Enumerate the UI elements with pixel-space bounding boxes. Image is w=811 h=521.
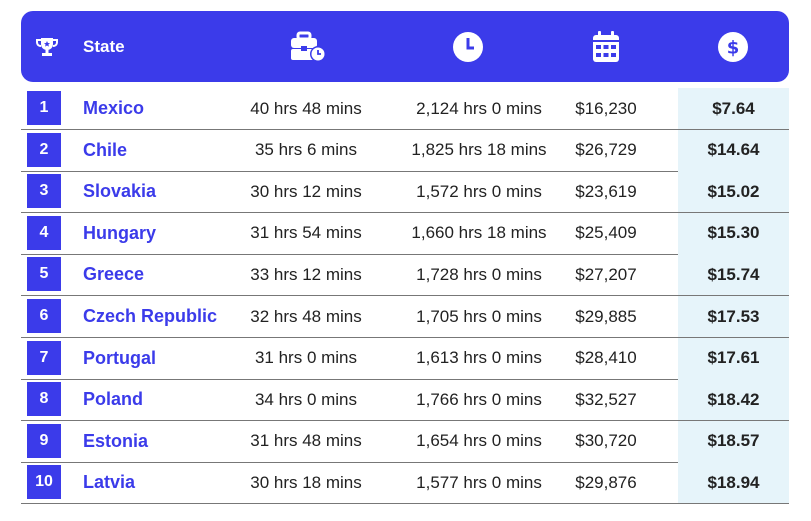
rank-badge: 4 [27, 215, 61, 250]
hourly-rate: $15.02 [707, 181, 760, 201]
annual-salary: $28,410 [575, 348, 637, 368]
weekly-hours: 30 hrs 18 mins [250, 472, 362, 492]
dollar-icon: $ [713, 11, 753, 82]
price-highlight [678, 212, 789, 254]
weekly-hours: 34 hrs 0 mins [254, 389, 358, 409]
hourly-rate: $17.61 [707, 348, 760, 368]
weekly-hours: 30 hrs 12 mins [250, 181, 362, 201]
table-row: 1 Mexico 40 hrs 48 mins 2,124 hrs 0 mins $16… [21, 88, 789, 130]
table-row: 3 Slovakia 30 hrs 12 mins 1,572 hrs 0 mins $… [21, 171, 789, 214]
rank-badge: 8 [27, 382, 61, 417]
briefcase-clock-icon [283, 11, 333, 82]
table-row: 2 Chile 35 hrs 6 mins 1,825 hrs 18 mins $26,… [21, 129, 789, 172]
annual-hours: 1,660 hrs 18 mins [411, 223, 547, 243]
rank-badge: 9 [27, 423, 61, 458]
price-highlight [678, 379, 789, 421]
price-highlight [678, 337, 789, 379]
country-name: Estonia [83, 430, 149, 451]
annual-hours: 1,728 hrs 0 mins [416, 264, 542, 284]
hourly-rate: $18.57 [707, 431, 760, 451]
price-highlight [678, 88, 789, 129]
hourly-rate: $15.74 [707, 264, 760, 284]
table-header: State [21, 11, 789, 82]
annual-hours: 1,577 hrs 0 mins [416, 472, 542, 492]
annual-salary: $23,619 [575, 181, 637, 201]
weekly-hours: 35 hrs 6 mins [254, 140, 358, 160]
country-name: Czech Republic [83, 306, 218, 326]
country-name: Slovakia [83, 181, 157, 202]
table-row: 6 Czech Republic 32 hrs 48 mins 1,705 hrs 0… [21, 296, 789, 338]
annual-salary: $26,729 [575, 140, 637, 160]
rank-badge: 5 [27, 257, 61, 292]
hourly-rate: $18.42 [707, 389, 760, 409]
hourly-rate: $17.53 [707, 306, 760, 326]
weekly-hours: 33 hrs 12 mins [250, 264, 362, 284]
rank-badge: 1 [27, 91, 61, 125]
weekly-hours: 40 hrs 48 mins [250, 98, 362, 118]
annual-salary: $32,527 [575, 389, 637, 409]
price-highlight [678, 296, 789, 337]
annual-salary: $25,409 [575, 223, 637, 243]
weekly-hours: 32 hrs 48 mins [250, 306, 362, 326]
calendar-icon [586, 11, 626, 82]
price-highlight [678, 420, 789, 462]
price-highlight [678, 129, 789, 171]
table-row: 4 Hungary 31 hrs 54 mins 1,660 hrs 18 mins $… [21, 212, 789, 255]
annual-hours: 1,705 hrs 0 mins [416, 306, 542, 326]
country-name: Mexico [83, 98, 145, 118]
table-row: 8 Poland 34 hrs 0 mins 1,766 hrs 0 mins $32,… [21, 379, 789, 422]
annual-salary: $27,207 [575, 264, 637, 284]
price-highlight [678, 171, 789, 213]
annual-hours: 1,613 hrs 0 mins [416, 348, 542, 368]
country-name: Latvia [83, 472, 136, 493]
country-name: Greece [83, 264, 145, 285]
state-column-header[interactable]: State [83, 36, 125, 56]
rank-badge: 2 [27, 132, 61, 167]
table-row: 5 Greece 33 hrs 12 mins 1,728 hrs 0 mins $27… [21, 254, 789, 297]
country-name: Chile [83, 139, 128, 160]
hourly-rate: $14.64 [707, 140, 760, 160]
hourly-rate: $18.94 [707, 472, 760, 492]
svg-text:$: $ [727, 37, 740, 58]
hourly-rate: $7.64 [712, 98, 755, 118]
rank-badge: 3 [27, 174, 61, 209]
annual-hours: 1,766 hrs 0 mins [416, 389, 542, 409]
annual-salary: $29,885 [575, 306, 637, 326]
annual-salary: $30,720 [575, 431, 637, 451]
weekly-hours: 31 hrs 54 mins [250, 223, 362, 243]
country-name: Poland [83, 389, 144, 410]
trophy-icon [31, 11, 63, 82]
country-name: Portugal [83, 347, 157, 368]
weekly-hours: 31 hrs 0 mins [254, 348, 358, 368]
weekly-hours: 31 hrs 48 mins [250, 431, 362, 451]
table-row: 9 Estonia 31 hrs 48 mins 1,654 hrs 0 mins $3… [21, 420, 789, 463]
table-row: 10 Latvia 30 hrs 18 mins 1,577 hrs 0 mins $2… [21, 462, 789, 505]
table-row: 7 Portugal 31 hrs 0 mins 1,613 hrs 0 mins $2… [21, 337, 789, 380]
price-highlight [678, 462, 789, 504]
rank-badge: 6 [27, 299, 61, 333]
annual-salary: $29,876 [575, 472, 637, 492]
rank-badge: 7 [27, 340, 61, 375]
annual-hours: 1,825 hrs 18 mins [411, 140, 547, 160]
clock-icon [448, 11, 488, 82]
annual-salary: $16,230 [575, 98, 637, 118]
hourly-rate: $15.30 [707, 223, 760, 243]
annual-hours: 1,654 hrs 0 mins [416, 431, 542, 451]
annual-hours: 1,572 hrs 0 mins [416, 181, 542, 201]
annual-hours: 2,124 hrs 0 mins [416, 98, 542, 118]
price-highlight [678, 254, 789, 296]
country-name: Hungary [83, 222, 157, 243]
rank-badge: 10 [27, 465, 61, 500]
